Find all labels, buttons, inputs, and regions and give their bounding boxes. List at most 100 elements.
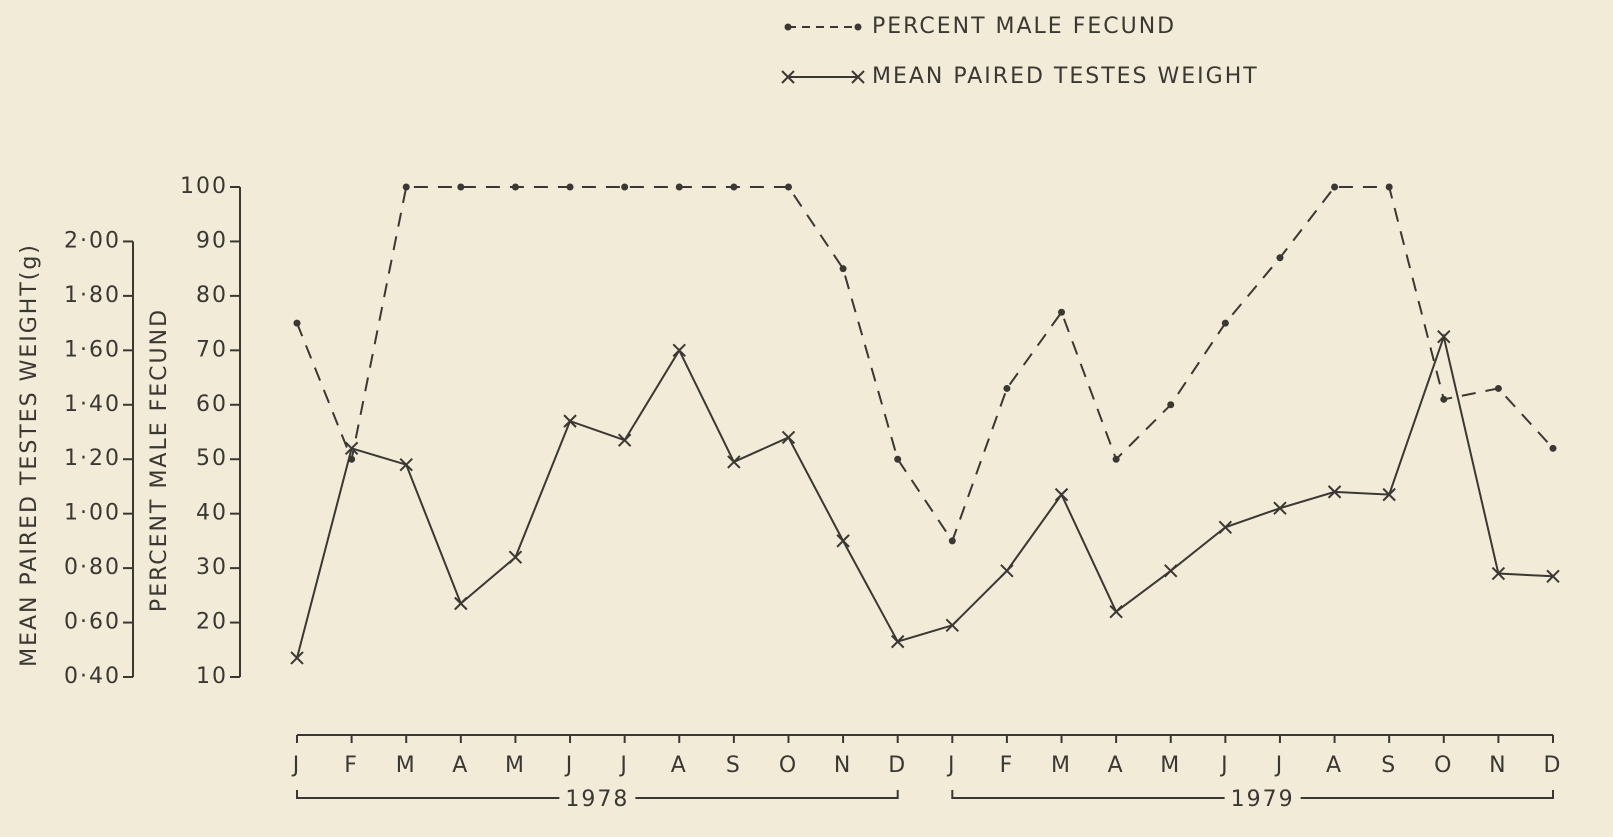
dot-marker (1331, 183, 1339, 191)
dot-marker (1494, 384, 1502, 392)
x-tick-label: J (291, 753, 302, 778)
x-marker (1109, 604, 1123, 619)
year-bracket (296, 790, 899, 799)
y-tick-label: 80 (196, 283, 228, 308)
x-tick-label: A (1108, 753, 1125, 778)
x-tick-label: A (452, 753, 469, 778)
x-tick-label: F (1000, 753, 1015, 778)
x-tick-label: D (888, 753, 907, 778)
dot-marker (621, 183, 629, 191)
x-tick-label: A (1326, 753, 1343, 778)
x-marker (1327, 485, 1342, 499)
dot-marker (1221, 319, 1229, 327)
x-marker (454, 596, 468, 611)
x-marker (344, 441, 359, 456)
x-tick-label: J (1274, 753, 1285, 778)
dot-marker (1276, 254, 1284, 262)
dot-marker (293, 319, 301, 327)
x-tick-label: N (1489, 753, 1507, 778)
dot-marker (894, 455, 902, 463)
x-marker (563, 414, 577, 428)
legend-label: MEAN PAIRED TESTES WEIGHT (872, 64, 1259, 89)
series-line (296, 186, 1554, 544)
y-tick-label: 50 (196, 446, 228, 471)
y-tick-label: 10 (196, 664, 228, 689)
x-tick-label: J (946, 753, 957, 778)
x-marker (781, 430, 796, 445)
x-tick-label: M (396, 753, 417, 778)
x-marker (1437, 330, 1451, 344)
x-marker (945, 618, 960, 632)
y2-tick-label: 1·80 (64, 283, 121, 308)
y2-tick-label: 2·00 (64, 228, 121, 253)
y-tick-label: 70 (196, 337, 228, 362)
x-tick-label: J (618, 753, 629, 778)
x-tick-label: F (344, 753, 359, 778)
y-tick-label: 20 (196, 610, 228, 635)
x-tick-label: M (1160, 753, 1181, 778)
x-marker (1546, 569, 1560, 583)
dot-marker (1385, 183, 1393, 191)
x-tick-label: S (726, 753, 742, 778)
y-tick-label: 90 (196, 228, 228, 253)
x-marker (1273, 501, 1287, 515)
dot-marker (1549, 444, 1557, 452)
y2-tick-label: 1·40 (64, 392, 121, 417)
legend-label: PERCENT MALE FECUND (872, 14, 1176, 39)
dot-marker (948, 537, 956, 545)
x-tick-label: D (1544, 753, 1563, 778)
dot-marker (402, 183, 410, 191)
dot-marker (566, 183, 574, 191)
y2-tick-label: 1·00 (64, 501, 121, 526)
y2-tick-label: 1·60 (64, 337, 121, 362)
y-tick-label: 40 (196, 501, 228, 526)
dot-marker (1003, 384, 1011, 392)
y-tick-label: 30 (196, 555, 228, 580)
y2-tick-label: 1·20 (64, 446, 121, 471)
y-tick-label: 100 (180, 174, 228, 199)
dot-marker (1440, 395, 1448, 403)
y2-tick-label: 0·60 (64, 610, 121, 635)
dot-marker (730, 183, 738, 191)
dot-marker (511, 183, 519, 191)
x-marker (781, 70, 795, 84)
y-axis-label: PERCENT MALE FECUND (147, 308, 172, 612)
x-tick-label: M (1051, 753, 1072, 778)
x-marker (290, 651, 304, 665)
dot-marker (784, 183, 792, 191)
x-marker (851, 70, 865, 84)
dot-marker (854, 23, 862, 31)
y2-axis-label: MEAN PAIRED TESTES WEIGHT(g) (17, 243, 42, 667)
dot-marker (1112, 455, 1120, 463)
x-tick-label: A (671, 753, 688, 778)
dot-marker (1058, 308, 1066, 316)
x-marker (1164, 564, 1178, 578)
x-marker (1054, 487, 1069, 502)
dot-marker (839, 265, 847, 273)
year-bracket (951, 790, 1554, 799)
x-marker (399, 457, 413, 472)
year-label: 1978 (565, 787, 629, 812)
x-marker (890, 634, 905, 649)
x-marker (1000, 564, 1014, 578)
x-marker (508, 550, 523, 564)
series-line (296, 333, 1554, 659)
x-marker (1218, 520, 1233, 534)
x-tick-label: N (834, 753, 852, 778)
x-tick-label: J (1219, 753, 1230, 778)
y2-tick-label: 0·80 (64, 555, 121, 580)
x-marker (1491, 566, 1506, 581)
y-tick-label: 60 (196, 392, 228, 417)
dot-marker (1167, 401, 1175, 409)
dot-marker (784, 23, 792, 31)
x-marker (727, 455, 741, 469)
x-tick-label: O (779, 753, 798, 778)
y2-tick-label: 0·40 (64, 664, 121, 689)
x-tick-label: S (1381, 753, 1397, 778)
x-tick-label: M (505, 753, 526, 778)
x-marker (672, 343, 686, 358)
x-marker (617, 433, 632, 447)
x-marker (1382, 487, 1396, 502)
